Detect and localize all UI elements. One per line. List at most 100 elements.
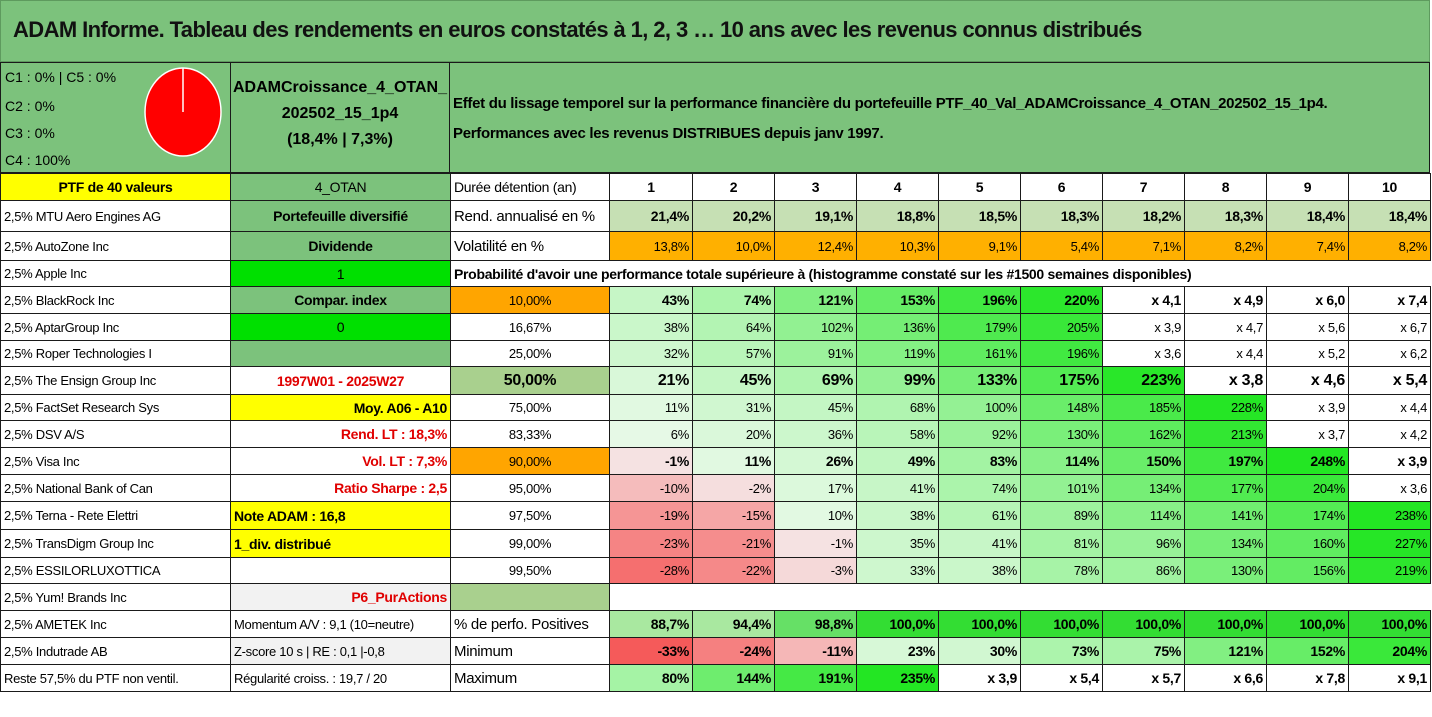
value-cell: -1% — [609, 447, 693, 475]
table-row: 2,5% Indutrade AB Z-score 10 s | RE : 0,1… — [0, 637, 1431, 665]
info-cell — [230, 340, 451, 367]
value-cell: x 3,9 — [1348, 447, 1431, 475]
probability-threshold: 83,33% — [450, 420, 610, 448]
value-cell: -28% — [609, 557, 693, 584]
holding-name: 2,5% MTU Aero Engines AG — [0, 200, 231, 232]
info-cell: Compar. index — [230, 286, 451, 314]
header-year: 10 — [1348, 173, 1431, 201]
value-cell: 6% — [609, 420, 693, 448]
header-year: 6 — [1020, 173, 1103, 201]
table-row: 2,5% National Bank of Can Ratio Sharpe : … — [0, 474, 1431, 502]
value-cell: 174% — [1266, 501, 1349, 530]
value-cell: 57% — [692, 340, 775, 367]
value-cell: 38% — [609, 313, 693, 341]
value-cell: 18,3% — [1020, 200, 1103, 232]
value-cell: 5,4% — [1020, 231, 1103, 261]
value-cell: x 7,4 — [1348, 286, 1431, 314]
table-row: 2,5% The Ensign Group Inc 1997W01 - 2025W… — [0, 366, 1431, 395]
value-cell: x 5,4 — [1348, 366, 1431, 395]
value-cell: 83% — [938, 447, 1021, 475]
info-cell: Dividende — [230, 231, 451, 261]
value-cell: 100,0% — [1184, 610, 1267, 638]
value-cell: 21% — [609, 366, 693, 395]
value-cell: 191% — [774, 664, 857, 692]
allocation-line: C4 : 100% — [5, 152, 71, 168]
info-cell: Régularité croiss. : 19,7 / 20 — [230, 664, 451, 692]
table-row: 2,5% TransDigm Group Inc 1_div. distribué… — [0, 529, 1431, 558]
value-cell: 101% — [1020, 474, 1103, 502]
value-cell: -2% — [692, 474, 775, 502]
value-cell: -3% — [774, 557, 857, 584]
holding-name: 2,5% AptarGroup Inc — [0, 313, 231, 341]
value-cell: 98,8% — [774, 610, 857, 638]
value-cell: x 7,8 — [1266, 664, 1349, 692]
probability-threshold: 99,50% — [450, 557, 610, 584]
value-cell: -24% — [692, 637, 775, 665]
value-cell: 100,0% — [1348, 610, 1431, 638]
value-cell: 160% — [1266, 529, 1349, 558]
value-cell: 23% — [856, 637, 939, 665]
allocation-pie-chart — [144, 67, 222, 157]
holding-name: 2,5% Yum! Brands Inc — [0, 583, 231, 611]
value-cell: 144% — [692, 664, 775, 692]
value-cell: 43% — [609, 286, 693, 314]
value-cell: 121% — [1184, 637, 1267, 665]
value-cell: 88,7% — [609, 610, 693, 638]
value-cell: 75% — [1102, 637, 1185, 665]
value-cell: x 6,6 — [1184, 664, 1267, 692]
value-cell: x 5,4 — [1020, 664, 1103, 692]
value-cell: 38% — [856, 501, 939, 530]
value-cell: 19,1% — [774, 200, 857, 232]
probability-threshold: 99,00% — [450, 529, 610, 558]
value-cell: 161% — [938, 340, 1021, 367]
table-row: 2,5% AptarGroup Inc 0 16,67% 38% 64% 102% 136%… — [0, 313, 1431, 341]
value-cell: 175% — [1020, 366, 1103, 395]
table-row: 2,5% Apple Inc 1 Probabilité d'avoir une p… — [0, 260, 1431, 287]
probability-threshold: 10,00% — [450, 286, 610, 314]
value-cell: x 4,1 — [1102, 286, 1185, 314]
value-cell: 150% — [1102, 447, 1185, 475]
value-cell: 204% — [1348, 637, 1431, 665]
header-year: 2 — [692, 173, 775, 201]
value-cell: 228% — [1184, 394, 1267, 421]
value-cell: 18,8% — [856, 200, 939, 232]
value-cell: x 5,2 — [1266, 340, 1349, 367]
value-cell: -33% — [609, 637, 693, 665]
probability-threshold: 75,00% — [450, 394, 610, 421]
table-row: 2,5% FactSet Research Sys Moy. A06 - A10 7… — [0, 394, 1431, 421]
info-cell: Ratio Sharpe : 2,5 — [230, 474, 451, 502]
holding-name: 2,5% Visa Inc — [0, 447, 231, 475]
value-cell: 91% — [774, 340, 857, 367]
table-row: 2,5% ESSILORLUXOTTICA 99,50% -28% -22% -3% 33… — [0, 557, 1431, 584]
holding-name: 2,5% AMETEK Inc — [0, 610, 231, 638]
value-cell: 100,0% — [1020, 610, 1103, 638]
value-cell: 45% — [692, 366, 775, 395]
value-cell: 238% — [1348, 501, 1431, 530]
value-cell: 205% — [1020, 313, 1103, 341]
header-ptf-code: 4_OTAN — [230, 173, 451, 201]
value-cell: x 3,6 — [1348, 474, 1431, 502]
value-cell: 196% — [1020, 340, 1103, 367]
value-cell: -23% — [609, 529, 693, 558]
value-cell: 86% — [1102, 557, 1185, 584]
value-cell: 152% — [1266, 637, 1349, 665]
value-cell: 9,1% — [938, 231, 1021, 261]
value-cell: 41% — [856, 474, 939, 502]
value-cell: -11% — [774, 637, 857, 665]
page-title: ADAM Informe. Tableau des rendements en … — [0, 0, 1430, 62]
spacer-cell — [450, 583, 610, 611]
allocation-box: C1 : 0% | C5 : 0% C2 : 0% C3 : 0% C4 : 1… — [0, 62, 231, 173]
value-cell: x 9,1 — [1348, 664, 1431, 692]
holding-name: 2,5% TransDigm Group Inc — [0, 529, 231, 558]
value-cell: -22% — [692, 557, 775, 584]
value-cell: 99% — [856, 366, 939, 395]
value-cell: 100% — [938, 394, 1021, 421]
value-cell: 89% — [1020, 501, 1103, 530]
table-row: Reste 57,5% du PTF non ventil. Régularité… — [0, 664, 1431, 692]
value-cell: 68% — [856, 394, 939, 421]
value-cell: 41% — [938, 529, 1021, 558]
value-cell: 133% — [938, 366, 1021, 395]
info-cell: Note ADAM : 16,8 — [230, 501, 451, 530]
value-cell: x 3,9 — [938, 664, 1021, 692]
table-row: 2,5% MTU Aero Engines AG Portefeuille div… — [0, 200, 1431, 232]
